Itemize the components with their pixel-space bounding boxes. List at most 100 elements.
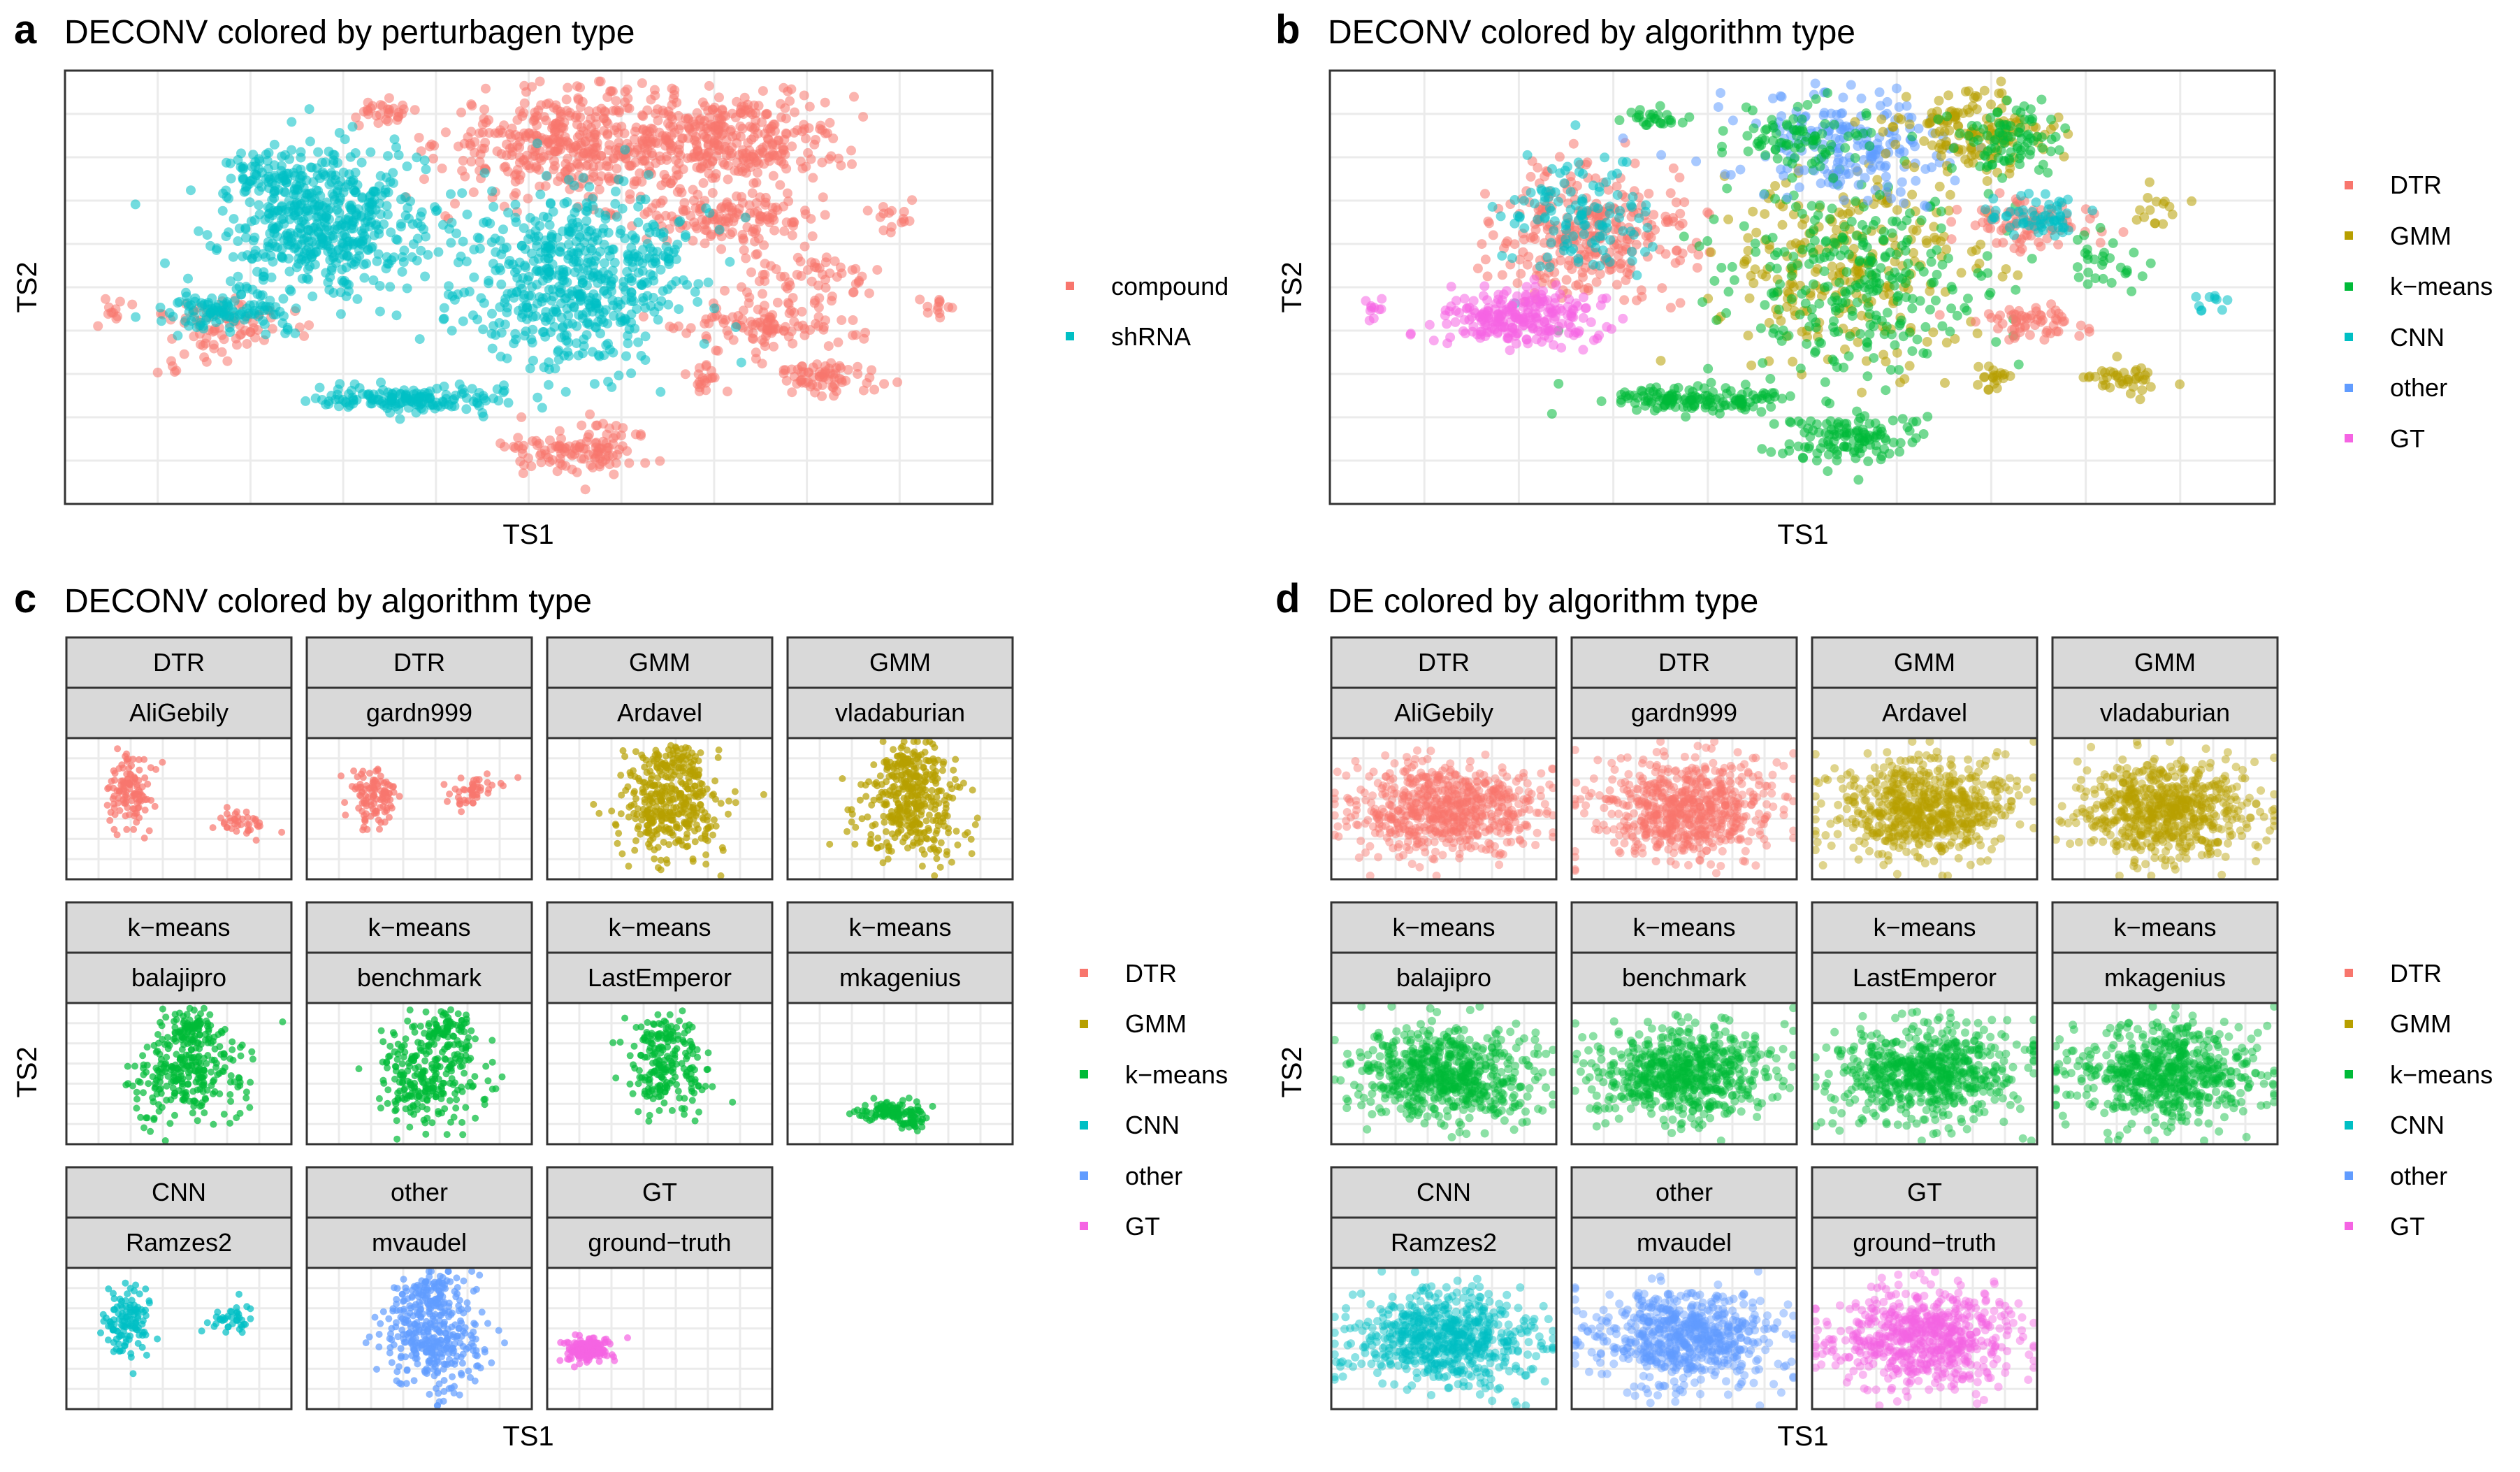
point: [566, 247, 577, 257]
point: [707, 188, 718, 198]
point: [2036, 132, 2047, 143]
point: [2053, 239, 2064, 250]
point: [1881, 171, 1891, 182]
point: [108, 308, 118, 318]
point: [611, 431, 621, 441]
point: [563, 82, 573, 93]
point: [741, 168, 751, 178]
point: [800, 205, 810, 216]
point: [2015, 247, 2025, 257]
point: [630, 324, 640, 334]
point: [1588, 259, 1598, 270]
point: [1509, 195, 1520, 205]
point: [392, 115, 403, 125]
point: [502, 289, 513, 299]
point: [699, 338, 709, 349]
point: [315, 191, 326, 201]
point: [93, 321, 103, 331]
point: [607, 244, 618, 254]
point: [1908, 224, 1918, 235]
point: [616, 225, 626, 236]
point: [781, 164, 792, 174]
point: [709, 373, 720, 383]
point: [761, 331, 771, 341]
point: [650, 108, 660, 119]
point: [767, 203, 778, 213]
point: [651, 199, 661, 209]
point: [157, 316, 166, 326]
point: [1805, 243, 1816, 253]
point: [1772, 153, 1783, 164]
point: [509, 442, 519, 452]
point: [744, 298, 754, 308]
point: [1376, 304, 1386, 315]
point: [414, 133, 424, 143]
point: [2051, 326, 2062, 337]
point: [1479, 281, 1490, 291]
point: [432, 205, 442, 215]
point: [1605, 208, 1615, 219]
point: [786, 84, 797, 94]
point: [1862, 371, 1873, 382]
point: [278, 294, 289, 304]
point: [655, 456, 665, 466]
point: [1955, 128, 1965, 138]
point: [692, 108, 702, 118]
point: [478, 324, 488, 335]
point: [1765, 261, 1776, 272]
point: [672, 164, 681, 175]
point: [419, 155, 430, 166]
point: [1795, 363, 1806, 374]
point: [594, 185, 604, 195]
point: [1869, 321, 1879, 331]
point: [502, 139, 512, 150]
point: [1709, 275, 1720, 286]
point: [1912, 334, 1922, 345]
point: [681, 328, 692, 338]
point: [707, 157, 718, 167]
point: [751, 198, 762, 208]
point: [155, 303, 166, 312]
point: [747, 188, 758, 199]
point: [656, 155, 666, 166]
point: [160, 258, 170, 268]
point: [848, 315, 858, 325]
point: [2046, 115, 2057, 124]
point: [1528, 231, 1539, 242]
point: [1577, 267, 1588, 277]
point: [1761, 271, 1771, 282]
point: [739, 245, 749, 255]
point: [637, 78, 647, 88]
point: [300, 256, 310, 266]
point: [1677, 248, 1688, 259]
point: [416, 221, 426, 231]
point: [639, 134, 650, 144]
point: [934, 308, 945, 319]
point: [1512, 278, 1523, 289]
point: [1911, 175, 1921, 186]
point: [1880, 252, 1890, 263]
point: [2036, 94, 2047, 105]
point: [614, 106, 624, 116]
point: [752, 249, 762, 259]
point: [1706, 247, 1716, 257]
point: [451, 229, 461, 238]
point: [544, 98, 554, 108]
point: [1936, 223, 1946, 233]
point: [833, 337, 843, 347]
point: [398, 100, 408, 110]
point: [701, 360, 711, 370]
point: [421, 164, 431, 175]
point: [458, 236, 468, 247]
point: [1898, 331, 1909, 342]
point: [1861, 110, 1871, 121]
point: [1480, 189, 1490, 199]
point: [470, 137, 480, 147]
point: [801, 134, 811, 144]
point: [788, 338, 798, 349]
point: [1829, 356, 1839, 366]
point: [1487, 201, 1498, 212]
point: [1823, 281, 1833, 291]
point: [348, 175, 359, 185]
point: [600, 258, 609, 268]
